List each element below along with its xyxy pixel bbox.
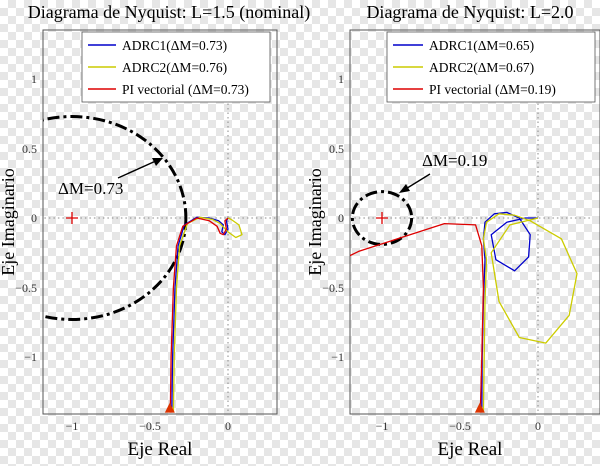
plot-area	[350, 72, 593, 413]
y-tick-label: −0.5	[322, 281, 344, 295]
legend-label: ADRC2(ΔM=0.67)	[429, 60, 534, 75]
tick-labels: −1 −0.5 0 1 0.5 0 −0.5 −1	[322, 72, 541, 433]
x-tick-label: 0	[225, 419, 231, 433]
subplot-l2: Diagrama de Nyquist: L=2.0 −1 −0.5 0 1 0…	[305, 2, 600, 460]
margin-circle	[350, 190, 414, 246]
legend-label: ADRC1(ΔM=0.65)	[429, 38, 534, 53]
critical-point-marker	[376, 212, 388, 224]
series-line-pi	[350, 222, 485, 413]
margin-annotation: ΔM=0.73	[58, 179, 123, 198]
x-axis-label: Eje Real	[128, 439, 193, 460]
x-axis-label: Eje Real	[438, 439, 503, 460]
plot-frame	[42, 29, 278, 415]
tick-labels: −1 −0.5 0 1 0.5 0 −0.5 −1	[15, 72, 231, 433]
y-tick-label: 1	[338, 72, 344, 86]
critical-point-marker	[66, 212, 78, 224]
curve-start-marker	[164, 402, 175, 413]
curve-start-marker	[474, 402, 485, 413]
x-tick-label: −0.5	[449, 419, 471, 433]
margin-circle	[43, 115, 188, 321]
y-tick-label: −1	[331, 350, 344, 364]
plot-frame	[349, 29, 600, 415]
x-tick-label: 0	[535, 419, 541, 433]
chart-title: Diagrama de Nyquist: L=2.0	[366, 2, 573, 22]
series-line-adrc1	[481, 211, 538, 413]
chart-title: Diagrama de Nyquist: L=1.5 (nominal)	[28, 2, 311, 23]
series-line-pi	[169, 217, 229, 413]
y-tick-label: −1	[24, 350, 37, 364]
y-tick-label: 0	[338, 211, 344, 225]
legend-label: PI vectorial (ΔM=0.19)	[429, 82, 556, 97]
y-tick-label: −0.5	[15, 281, 37, 295]
series-line-adrc2	[482, 213, 578, 413]
y-axis-label: Eje Imaginario	[0, 168, 18, 275]
series-line-adrc1	[171, 216, 229, 413]
subplot-nominal: Diagrama de Nyquist: L=1.5 (nominal) −1 …	[0, 2, 310, 460]
legend: ADRC1(ΔM=0.73) ADRC2(ΔM=0.76) PI vectori…	[81, 31, 271, 103]
y-tick-label: 0.5	[329, 142, 344, 156]
x-tick-label: −1	[66, 419, 79, 433]
margin-arrow	[399, 173, 431, 193]
x-tick-label: −0.5	[139, 419, 161, 433]
legend-label: ADRC1(ΔM=0.73)	[122, 38, 227, 53]
y-tick-label: 0.5	[22, 142, 37, 156]
y-tick-label: 0	[31, 211, 37, 225]
margin-arrow	[117, 158, 163, 179]
x-tick-label: −1	[376, 419, 389, 433]
legend: ADRC1(ΔM=0.65) ADRC2(ΔM=0.67) PI vectori…	[386, 31, 596, 103]
legend-label: PI vectorial (ΔM=0.73)	[122, 82, 249, 97]
plot-area	[43, 72, 277, 413]
legend-label: ADRC2(ΔM=0.76)	[122, 60, 227, 75]
y-axis-label: Eje Imaginario	[305, 168, 325, 275]
series-line-adrc2	[172, 216, 243, 413]
margin-annotation: ΔM=0.19	[422, 151, 487, 170]
y-tick-label: 1	[31, 72, 37, 86]
